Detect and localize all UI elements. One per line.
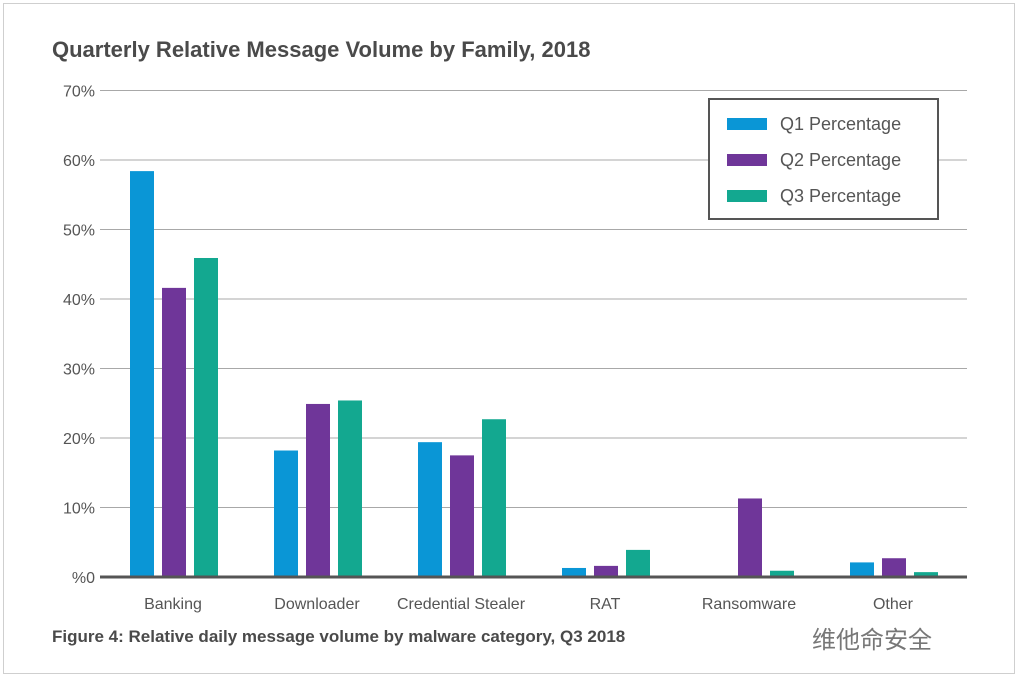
y-tick-label: 10% bbox=[63, 501, 95, 518]
figure-caption: Figure 4: Relative daily message volume … bbox=[52, 627, 626, 646]
bar-rat-q1 bbox=[562, 567, 586, 577]
bar-downloader-q3 bbox=[338, 400, 362, 577]
bar-banking-q3 bbox=[194, 257, 218, 577]
x-tick-label: Banking bbox=[144, 596, 202, 613]
bar-downloader-q1 bbox=[274, 450, 298, 577]
bar-ransomware-q3 bbox=[770, 570, 794, 577]
bar-credential-stealer-q1 bbox=[418, 442, 442, 577]
bar-other-q3 bbox=[914, 572, 938, 577]
bar-ransomware-q2 bbox=[738, 498, 762, 577]
x-tick-label: Downloader bbox=[274, 596, 360, 613]
bar-credential-stealer-q2 bbox=[450, 455, 474, 577]
x-tick-label: RAT bbox=[590, 596, 621, 613]
legend-swatch bbox=[727, 154, 767, 166]
bar-banking-q1 bbox=[130, 171, 154, 577]
legend-label: Q2 Percentage bbox=[780, 150, 901, 170]
y-tick-label: 20% bbox=[63, 431, 95, 448]
bar-banking-q2 bbox=[162, 287, 186, 577]
bar-credential-stealer-q3 bbox=[482, 419, 506, 577]
y-tick-label: 30% bbox=[63, 362, 95, 379]
y-tick-label: 40% bbox=[63, 292, 95, 309]
x-tick-label: Other bbox=[873, 596, 914, 613]
chart-title: Quarterly Relative Message Volume by Fam… bbox=[52, 37, 591, 62]
legend-label: Q1 Percentage bbox=[780, 114, 901, 134]
bar-other-q2 bbox=[882, 558, 906, 577]
bar-rat-q2 bbox=[594, 565, 618, 577]
bar-rat-q3 bbox=[626, 549, 650, 577]
x-tick-label: Credential Stealer bbox=[397, 596, 526, 613]
legend-swatch bbox=[727, 118, 767, 130]
legend-swatch bbox=[727, 190, 767, 202]
bar-other-q1 bbox=[850, 562, 874, 577]
chart-frame bbox=[3, 3, 1015, 674]
x-tick-label: Ransomware bbox=[702, 596, 796, 613]
y-tick-label: 70% bbox=[63, 84, 95, 101]
bar-downloader-q2 bbox=[306, 403, 330, 577]
watermark: 维他命安全 bbox=[812, 626, 932, 654]
y-tick-label: %0 bbox=[72, 570, 95, 587]
y-tick-label: 60% bbox=[63, 153, 95, 170]
legend-label: Q3 Percentage bbox=[780, 186, 901, 206]
y-tick-label: 50% bbox=[63, 223, 95, 240]
